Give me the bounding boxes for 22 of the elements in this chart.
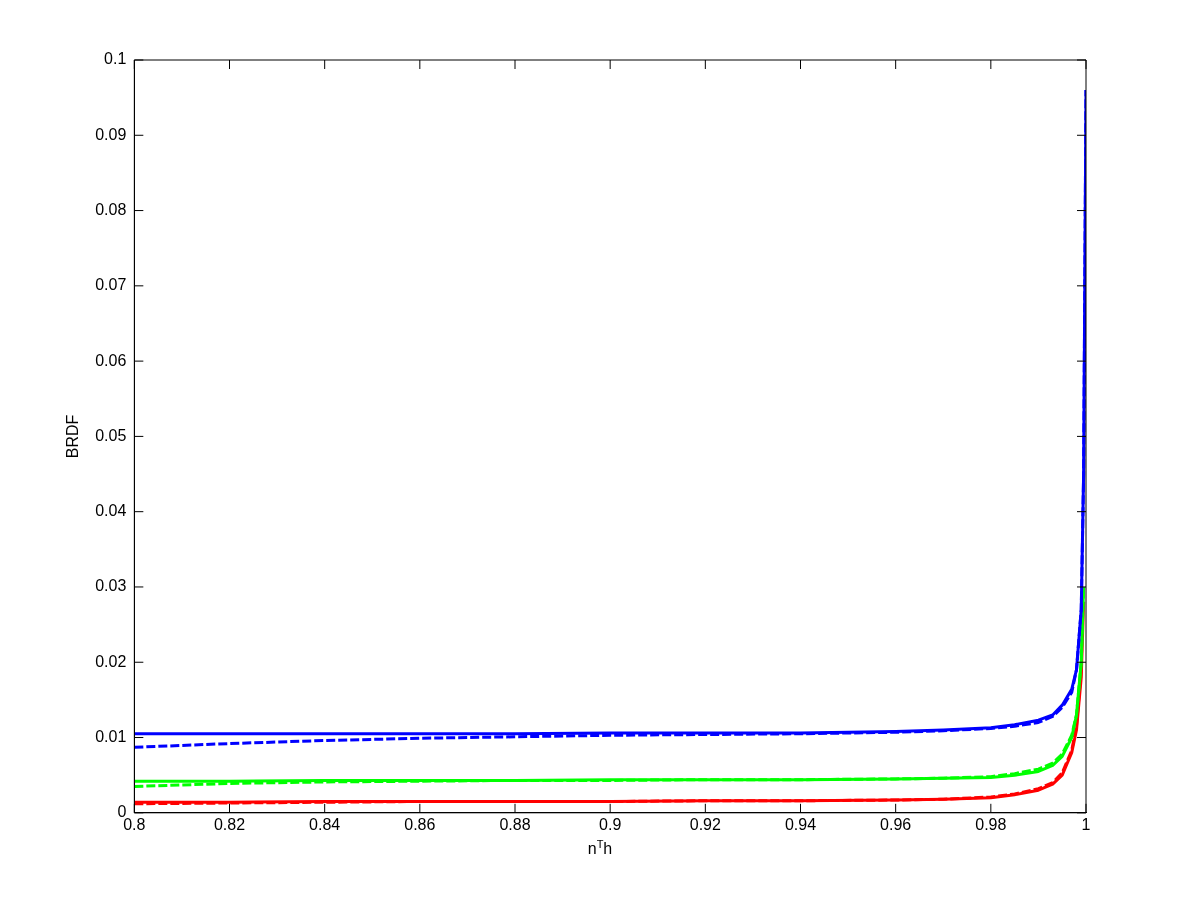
y-tick-label: 0.09: [95, 125, 127, 143]
y-tick-label: 0.07: [95, 276, 127, 294]
x-tick-label: 0.9: [599, 815, 622, 833]
y-tick-label: 0.08: [95, 200, 127, 218]
x-tick-label: 0.92: [689, 815, 722, 833]
x-tick-label: 0.88: [499, 815, 531, 833]
y-axis-title: BRDF: [64, 414, 82, 459]
x-axis-title: n$^{T}$h: [586, 838, 614, 859]
y-tick-label: 0.06: [95, 351, 127, 369]
y-tick-label: 0.05: [95, 426, 127, 444]
x-tick-label: 0.82: [213, 815, 246, 833]
x-tick-label: 1: [1081, 815, 1091, 833]
y-tick-label: 0.01: [95, 727, 127, 745]
y-tick-label: 0.1: [104, 50, 127, 68]
x-tick-label: 0.98: [975, 815, 1007, 833]
x-tick-label: 0.94: [784, 815, 817, 833]
x-tick-label: 0.84: [309, 815, 341, 833]
y-tick-label: 0.02: [95, 652, 127, 670]
x-tick-label: 0.96: [880, 815, 912, 833]
x-tick-label: 0.86: [404, 815, 436, 833]
y-tick-label: 0.04: [95, 502, 127, 520]
y-tick-label: 0.03: [95, 577, 127, 595]
